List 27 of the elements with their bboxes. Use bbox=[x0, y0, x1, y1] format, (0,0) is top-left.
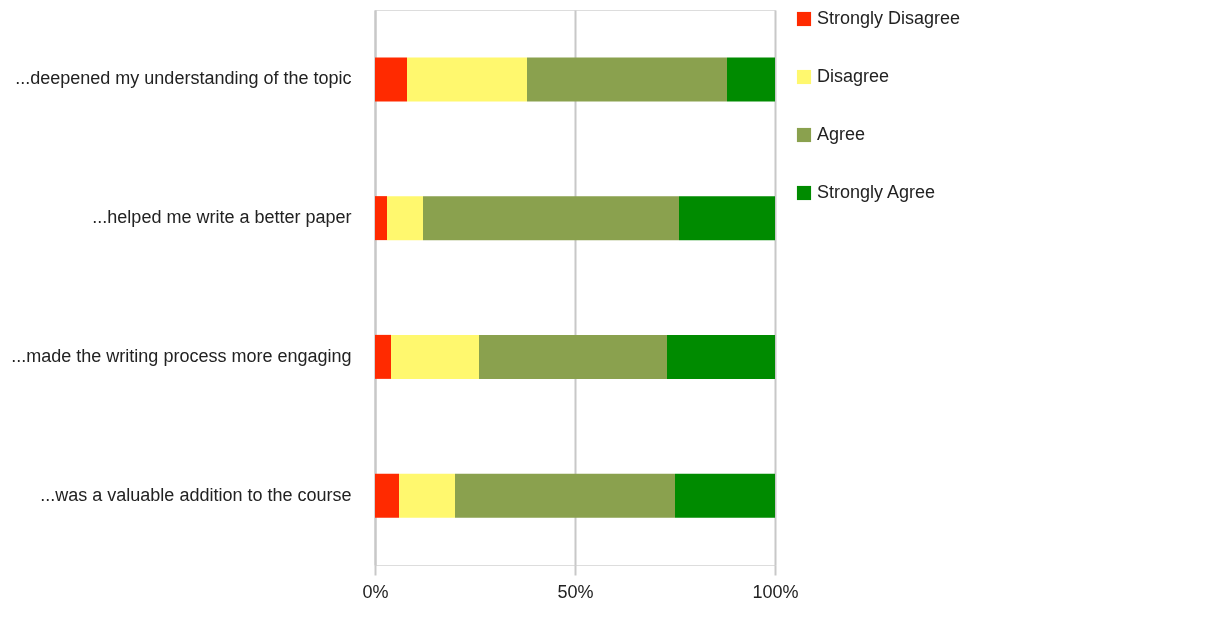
bar bbox=[667, 334, 775, 379]
bar bbox=[527, 57, 727, 102]
bar bbox=[391, 334, 479, 379]
bar bbox=[375, 57, 407, 102]
y-tick-label: ...made the writing process more engaging bbox=[11, 345, 352, 366]
y-tick-label: ...helped me write a better paper bbox=[92, 207, 352, 228]
legend-label: Strongly Agree bbox=[817, 182, 936, 202]
bar bbox=[479, 334, 667, 379]
bar bbox=[679, 196, 775, 241]
bar bbox=[375, 473, 399, 518]
bar bbox=[423, 196, 679, 241]
x-tick-label: 100% bbox=[752, 581, 799, 602]
bar bbox=[675, 473, 775, 518]
bar bbox=[375, 334, 391, 379]
legend-label: Agree bbox=[817, 124, 866, 144]
legend-label: Disagree bbox=[817, 66, 890, 86]
y-tick-label: ...deepened my understanding of the topic bbox=[15, 68, 352, 89]
legend-label: Strongly Disagree bbox=[817, 8, 961, 28]
y-tick-label: ...was a valuable addition to the course bbox=[40, 484, 352, 505]
bar bbox=[399, 473, 455, 518]
bar bbox=[727, 57, 775, 102]
x-tick-label: 50% bbox=[557, 581, 594, 602]
x-tick-label: 0% bbox=[362, 581, 389, 602]
bar bbox=[387, 196, 423, 241]
bar bbox=[455, 473, 675, 518]
bar bbox=[375, 196, 387, 241]
bar bbox=[407, 57, 527, 102]
